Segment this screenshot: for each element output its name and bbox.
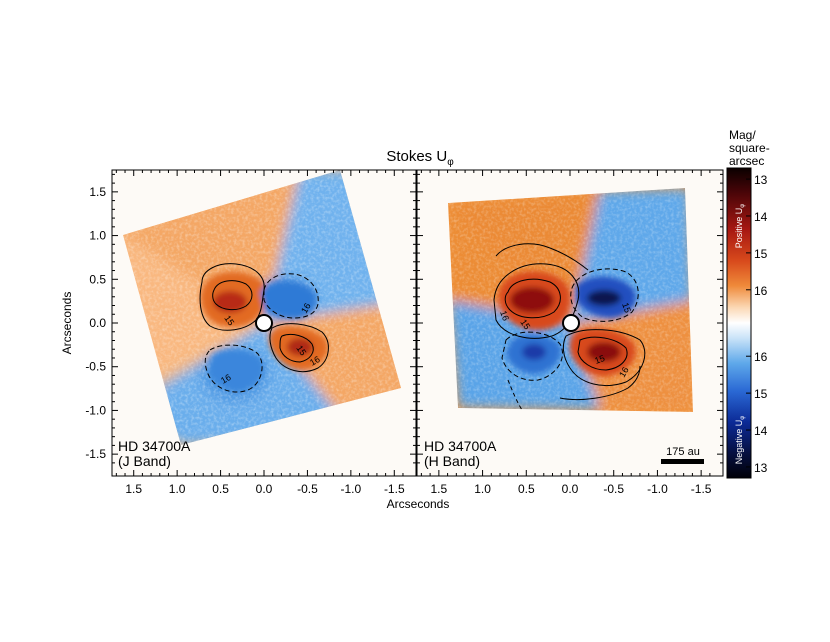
y-tick-label: 0.0 (89, 316, 106, 330)
right-contour-label: 15 (620, 301, 633, 314)
colorbar-bar (726, 167, 752, 479)
x-tick-label: 0.5 (518, 482, 535, 496)
left-contours (199, 263, 329, 393)
scale-bar-label: 175 au (666, 446, 700, 458)
right-contours (493, 243, 646, 411)
left-contour-label: 15 (294, 343, 308, 357)
right-contour-16-ne (493, 263, 580, 339)
colorbar-negative-tick: 15 (754, 387, 768, 401)
right-contour-label: 15 (518, 317, 532, 331)
colorbar-negative-tick: 16 (754, 350, 768, 364)
left-contour-label: 15 (222, 313, 236, 327)
colorbar-ticks: 13 14 15 16 16 15 14 13 (746, 173, 768, 475)
right-contour-outer-east (507, 379, 523, 411)
right-contour-label: 16 (617, 365, 631, 379)
left-contour-label: 16 (299, 301, 313, 315)
right-ticks: 1.5 1.0 0.5 0.0 -0.5 -1.0 -1.5 (417, 170, 723, 496)
colorbar-title-line: arcsec (729, 154, 764, 168)
right-panel: 15 15 15 16 16 HD 34700A (H Band) 175 au… (416, 169, 724, 496)
left-contour-16-ne (199, 263, 265, 331)
left-contour-neg-se (204, 344, 263, 393)
y-tick-label: 0.5 (89, 272, 106, 286)
left-contour-15-ne (212, 280, 253, 311)
colorbar-positive-label: Positive Uφ (734, 204, 746, 249)
left-contour-label: 16 (219, 372, 233, 386)
right-coronagraph-mask (562, 314, 580, 332)
right-target-name: HD 34700A (424, 438, 497, 454)
colorbar-positive-sub: φ (740, 204, 746, 208)
colorbar-negative-text: Negative U (734, 420, 744, 465)
right-contour-15-sw (577, 336, 628, 371)
colorbar: Mag/ square- arcsec Positive Uφ Negative… (726, 128, 770, 479)
y-tick-label: -0.5 (85, 360, 106, 374)
x-tick-label: 0.0 (562, 482, 579, 496)
right-contour-neg-se (501, 331, 563, 381)
left-band-label: (J Band) (118, 453, 171, 469)
y-tick-label: -1.0 (85, 403, 106, 417)
y-axis-label: Arcseconds (60, 292, 74, 355)
figure-title-sub: φ (447, 157, 454, 168)
colorbar-title-line: Mag/ (729, 128, 756, 142)
x-tick-label: 0.0 (256, 482, 273, 496)
x-tick-label: -1.0 (341, 482, 362, 496)
colorbar-negative-tick: 14 (754, 424, 768, 438)
left-contour-16-sw (269, 323, 329, 373)
right-contour-label: 16 (498, 309, 511, 322)
x-tick-label: 1.5 (431, 482, 448, 496)
figure-title-main: Stokes U (386, 148, 447, 165)
left-contour-15-sw (279, 333, 314, 363)
y-tick-label: 1.5 (89, 185, 106, 199)
y-tick-label: 1.0 (89, 229, 106, 243)
x-tick-label: -1.5 (384, 482, 405, 496)
right-contour-outer-north (495, 243, 589, 271)
left-contour-neg-nw (263, 273, 319, 319)
colorbar-negative-tick: 13 (754, 461, 768, 475)
colorbar-positive-text: Positive U (734, 208, 744, 249)
left-panel: 15 15 16 16 16 HD 34700A (J Band) 1.5 1.0… (85, 169, 417, 496)
right-contour-outer-south (559, 365, 641, 401)
left-ticks: 1.5 1.0 0.5 0.0 -0.5 -1.0 -1.5 1.5 1.0 0.5 0.0 -0.5… (85, 170, 416, 496)
colorbar-positive-tick: 16 (754, 284, 768, 298)
colorbar-negative-label: Negative Uφ (734, 416, 746, 465)
figure-title: Stokes Uφ (386, 148, 454, 168)
x-tick-label: 1.5 (125, 482, 142, 496)
x-tick-label: 1.0 (169, 482, 186, 496)
x-tick-label: -1.0 (647, 482, 668, 496)
x-tick-label: -1.5 (691, 482, 712, 496)
colorbar-positive-tick: 14 (754, 210, 768, 224)
y-tick-label: -1.5 (85, 447, 106, 461)
x-tick-label: 0.5 (212, 482, 229, 496)
colorbar-negative-sub: φ (740, 416, 746, 420)
left-target-name: HD 34700A (118, 438, 191, 454)
right-contour-15-ne (504, 278, 561, 319)
right-contour-label: 15 (593, 353, 606, 366)
left-contour-label: 16 (308, 354, 322, 368)
x-tick-label: 1.0 (474, 482, 491, 496)
x-axis-label: Arcseconds (387, 497, 450, 511)
right-contour-neg-nw (570, 268, 639, 322)
right-band-label: (H Band) (424, 453, 480, 469)
colorbar-positive-tick: 13 (754, 173, 768, 187)
left-coronagraph-mask (255, 314, 273, 332)
colorbar-title-line: square- (729, 141, 770, 155)
scale-bar (661, 459, 704, 464)
colorbar-positive-tick: 15 (754, 247, 768, 261)
x-tick-label: -0.5 (297, 482, 318, 496)
right-contour-16-sw (562, 329, 646, 386)
x-tick-label: -0.5 (603, 482, 624, 496)
